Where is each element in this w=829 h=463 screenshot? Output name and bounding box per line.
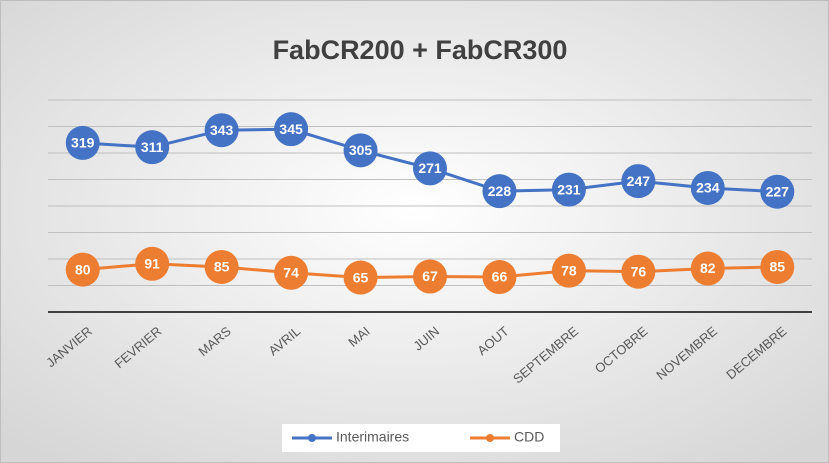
data-point [482,174,517,209]
data-point [621,164,656,199]
data-label: 319 [71,135,95,151]
data-point [65,252,100,287]
legend-label: CDD [514,429,544,445]
data-label: 76 [631,263,647,279]
data-label: 67 [422,268,438,284]
data-point [135,130,170,165]
legend-marker [308,434,316,442]
data-point [551,172,586,207]
data-point [760,174,795,209]
data-point [413,259,447,294]
legend-label: Interimaires [336,429,409,445]
data-point [621,254,656,289]
data-point [204,249,239,284]
data-label: 82 [700,260,716,276]
data-point [274,112,309,147]
data-label: 66 [492,269,508,285]
data-label: 343 [210,122,234,138]
legend-marker [486,434,494,442]
data-label: 311 [141,139,164,155]
data-point [760,249,795,284]
data-label: 227 [766,183,790,199]
data-label: 80 [75,261,91,277]
data-label: 74 [283,264,299,280]
data-label: 78 [561,262,577,278]
data-label: 234 [696,180,720,196]
data-label: 231 [557,181,581,197]
data-point [690,251,725,286]
data-point [413,151,447,186]
data-point [343,260,378,295]
data-label: 85 [769,259,785,275]
data-label: 85 [214,259,230,275]
data-label: 247 [627,173,651,189]
data-point [274,255,309,290]
data-label: 228 [488,183,512,199]
data-label: 271 [418,160,442,176]
data-point [65,125,100,160]
data-label: 65 [353,269,369,285]
data-label: 305 [349,142,373,158]
data-point [135,246,170,281]
chart-title: FabCR200 + FabCR300 [273,35,568,65]
data-point [482,260,517,295]
data-point [343,133,378,168]
data-label: 345 [279,121,303,137]
data-label: 91 [144,255,160,271]
data-point [551,253,586,288]
data-point [690,170,725,205]
data-point [204,113,239,148]
